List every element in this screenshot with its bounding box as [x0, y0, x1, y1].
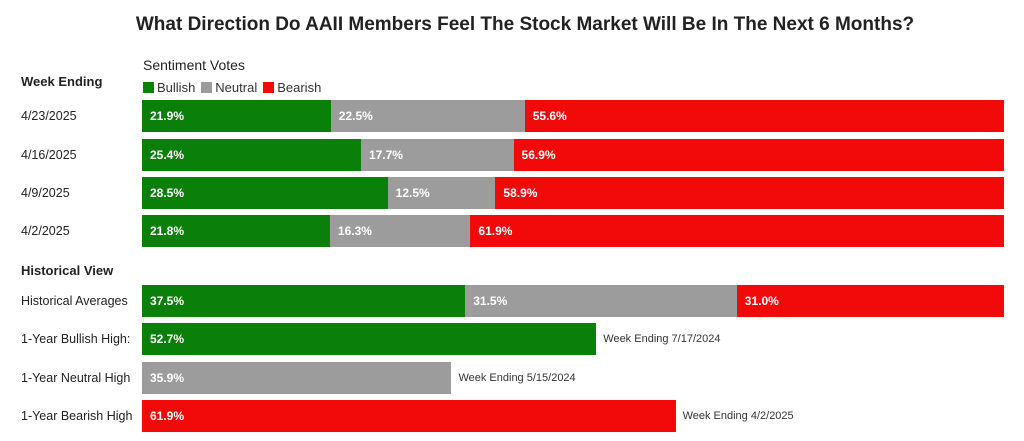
legend-item-neutral: Neutral	[201, 80, 257, 95]
high-row-bar-bearish: 61.9%	[142, 400, 1004, 432]
high-bullish-note: Week Ending 7/17/2024	[603, 333, 721, 345]
legend-label-bearish: Bearish	[277, 80, 322, 95]
historical-averages-bullish-segment-0: 37.5%	[142, 285, 466, 317]
week-row-label-0: 4/23/2025	[21, 109, 77, 123]
legend-swatch-bullish	[143, 82, 154, 93]
legend-title: Sentiment Votes	[143, 57, 245, 73]
high-neutral-note: Week Ending 5/15/2024	[458, 372, 576, 384]
week-row-bullish-segment-3: 21.8%	[142, 215, 330, 247]
chart-title: What Direction Do AAII Members Feel The …	[135, 14, 915, 35]
week-row-bearish-segment-0: 55.6%	[524, 100, 1004, 132]
high-bearish-segment: 61.9%	[142, 400, 676, 432]
legend: Bullish Neutral Bearish	[143, 80, 323, 95]
week-row-bar-2: 28.5% 12.5% 58.9%	[142, 177, 1004, 209]
high-bullish-segment: 52.7%	[142, 323, 597, 355]
week-ending-heading: Week Ending	[21, 74, 103, 89]
week-row-bearish-segment-3: 61.9%	[470, 215, 1004, 247]
week-row-neutral-segment-3: 16.3%	[329, 215, 471, 247]
week-row-bar-1: 25.4% 17.7% 56.9%	[142, 139, 1004, 171]
legend-swatch-neutral	[201, 82, 213, 93]
week-row-bullish-segment-1: 25.4%	[142, 139, 361, 171]
week-row-label-1: 4/16/2025	[21, 148, 77, 162]
legend-item-bearish: Bearish	[263, 80, 321, 95]
high-row-label-bearish: 1-Year Bearish High	[21, 409, 133, 423]
legend-label-neutral: Neutral	[215, 80, 258, 95]
historical-averages-bar-0: 37.5% 31.5% 31.0%	[142, 285, 1004, 317]
week-row-bullish-segment-2: 28.5%	[142, 177, 388, 209]
legend-label-bullish: Bullish	[157, 80, 196, 95]
week-row-bar-3: 21.8% 16.3% 61.9%	[142, 215, 1004, 247]
historical-averages-bearish-segment-0: 31.0%	[736, 285, 1004, 317]
week-row-neutral-segment-0: 22.5%	[330, 100, 525, 132]
week-row-neutral-segment-2: 12.5%	[387, 177, 496, 209]
high-row-label-bullish: 1-Year Bullish High:	[21, 332, 131, 346]
high-row-bar-neutral: 35.9%	[142, 362, 1004, 394]
week-row-bar-0: 21.9% 22.5% 55.6%	[142, 100, 1004, 132]
legend-swatch-bearish	[263, 82, 275, 93]
week-row-bearish-segment-1: 56.9%	[513, 139, 1004, 171]
week-row-label-3: 4/2/2025	[21, 224, 70, 238]
high-bearish-note: Week Ending 4/2/2025	[682, 410, 794, 422]
week-row-bearish-segment-2: 58.9%	[495, 177, 1004, 209]
week-row-bullish-segment-0: 21.9%	[142, 100, 331, 132]
high-neutral-segment: 35.9%	[142, 362, 452, 394]
historical-averages-label-0: Historical Averages	[21, 294, 128, 308]
historical-view-heading: Historical View	[21, 263, 114, 278]
week-row-label-2: 4/9/2025	[21, 186, 70, 200]
historical-averages-neutral-segment-0: 31.5%	[465, 285, 737, 317]
week-row-neutral-segment-1: 17.7%	[360, 139, 514, 171]
high-row-bar-bullish: 52.7%	[142, 323, 1004, 355]
high-row-label-neutral: 1-Year Neutral High	[21, 371, 131, 385]
legend-item-bullish: Bullish	[143, 80, 195, 95]
